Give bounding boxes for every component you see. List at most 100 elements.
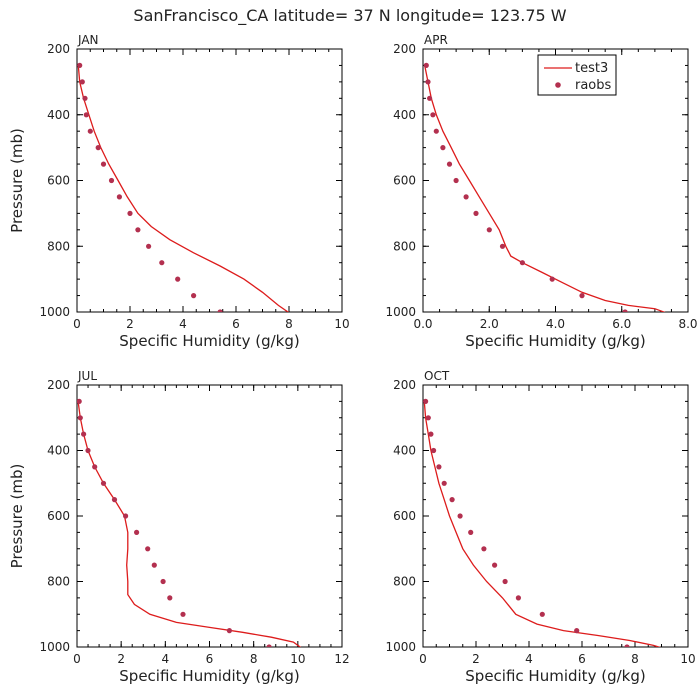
x-tick-label: 4 xyxy=(162,652,170,666)
data-point-raobs xyxy=(100,480,107,486)
data-point-raobs xyxy=(151,562,157,568)
y-tick-label: 400 xyxy=(47,444,70,458)
data-point-raobs xyxy=(574,628,580,634)
data-point-raobs xyxy=(160,578,166,585)
data-point-raobs xyxy=(266,644,272,647)
data-point-raobs xyxy=(441,480,447,486)
x-tick-label: 8.0 xyxy=(678,317,697,331)
y-tick-label: 600 xyxy=(47,509,70,523)
x-tick-label: 0 xyxy=(73,652,81,666)
panel-apr: APR 0.0 2.0 4.0 6.0 8.0 200 400 600 800 1000 Specif… xyxy=(385,33,697,350)
data-point-raobs xyxy=(423,62,429,68)
data-point-raobs xyxy=(95,145,101,151)
data-point-raobs xyxy=(226,628,232,634)
data-point-raobs xyxy=(83,112,89,118)
x-tick-label: 6 xyxy=(578,652,586,666)
data-point-raobs xyxy=(436,464,442,470)
x-tick-label: 0 xyxy=(73,317,81,331)
x-tick-label: 0.0 xyxy=(413,317,432,331)
y-tick-label: 600 xyxy=(393,174,416,188)
y-axis-title: Pressure (mb) xyxy=(8,128,26,233)
data-layer xyxy=(423,398,661,647)
data-point-raobs xyxy=(515,595,522,601)
y-tick-label: 400 xyxy=(393,444,416,458)
data-point-raobs xyxy=(81,431,87,437)
legend-box xyxy=(537,54,617,96)
y-tick-label: 400 xyxy=(47,108,70,122)
data-point-raobs xyxy=(135,227,141,233)
x-tick-label: 2.0 xyxy=(480,317,499,331)
data-layer xyxy=(77,62,290,312)
data-point-raobs xyxy=(549,276,555,282)
panel-label: JUL xyxy=(77,369,97,383)
y-tick-label: 600 xyxy=(47,174,70,188)
data-point-raobs xyxy=(85,447,91,454)
data-point-raobs xyxy=(468,529,474,536)
data-point-raobs xyxy=(123,513,129,519)
y-tick-label: 200 xyxy=(47,378,70,392)
data-point-raobs xyxy=(428,431,434,437)
data-point-raobs xyxy=(145,546,151,552)
data-point-raobs xyxy=(87,128,93,134)
y-tick-label: 800 xyxy=(393,575,416,589)
data-point-raobs xyxy=(622,309,628,312)
data-point-raobs xyxy=(77,398,82,404)
y-tick-label: 1000 xyxy=(385,640,416,654)
data-point-raobs xyxy=(486,227,492,233)
data-point-raobs xyxy=(499,243,506,249)
x-axis-title: Specific Humidity (g/kg) xyxy=(465,332,645,350)
x-tick-label: 4.0 xyxy=(546,317,565,331)
plot-frame xyxy=(422,384,689,648)
y-axis-title: Pressure (mb) xyxy=(8,464,26,569)
x-tick-label: 4 xyxy=(179,317,187,331)
x-tick-label: 6.0 xyxy=(612,317,631,331)
data-point-raobs xyxy=(82,95,88,101)
panel-jan: JAN 0 2 4 6 8 10 200 400 600 800 1000 Specific Humid… xyxy=(8,33,350,350)
data-point-raobs xyxy=(77,415,83,421)
x-tick-label: 8 xyxy=(250,652,258,666)
y-tick-label: 200 xyxy=(393,42,416,56)
data-point-raobs xyxy=(180,611,186,617)
panel-jul: JUL 0 2 4 6 8 10 12 200 400 600 800 1000 Specific Hum… xyxy=(8,369,350,685)
panel-oct: OCT 0 2 4 6 8 10 200 400 600 800 1000 Specific Humid… xyxy=(385,369,695,685)
data-point-raobs xyxy=(167,595,173,601)
y-tick-label: 800 xyxy=(47,239,70,253)
series-line-test3 xyxy=(424,65,666,312)
data-point-raobs xyxy=(446,161,453,167)
x-tick-label: 2 xyxy=(472,652,480,666)
y-tick-label: 1000 xyxy=(39,640,70,654)
data-point-raobs xyxy=(217,309,223,312)
x-axis-title: Specific Humidity (g/kg) xyxy=(119,332,299,350)
x-tick-label: 10 xyxy=(680,652,695,666)
data-point-raobs xyxy=(457,513,463,519)
series-line-test3 xyxy=(423,401,661,647)
series-line-test3 xyxy=(77,65,290,312)
data-point-raobs xyxy=(502,578,508,585)
data-point-raobs xyxy=(127,210,133,216)
panel-label: OCT xyxy=(424,369,450,383)
y-tick-label: 1000 xyxy=(385,305,416,319)
data-point-raobs xyxy=(492,562,498,568)
data-layer xyxy=(77,398,302,647)
data-point-raobs xyxy=(146,243,152,249)
data-point-raobs xyxy=(440,145,446,151)
series-line-test3 xyxy=(77,401,302,647)
x-tick-label: 2 xyxy=(117,652,125,666)
y-tick-label: 800 xyxy=(47,575,70,589)
legend-label: test3 xyxy=(575,61,608,76)
data-point-raobs xyxy=(624,644,630,647)
y-tick-label: 400 xyxy=(393,108,416,122)
figure-title: SanFrancisco_CA latitude= 37 N longitude… xyxy=(133,6,566,26)
data-point-raobs xyxy=(159,260,165,266)
y-tick-label: 200 xyxy=(393,378,416,392)
data-point-raobs xyxy=(425,415,431,421)
data-point-raobs xyxy=(116,194,122,200)
x-tick-label: 12 xyxy=(334,652,349,666)
x-tick-label: 10 xyxy=(334,317,349,331)
data-point-raobs xyxy=(430,112,436,118)
data-point-raobs xyxy=(481,546,487,552)
data-point-raobs xyxy=(425,79,431,85)
y-tick-label: 600 xyxy=(393,509,416,523)
x-tick-label: 6 xyxy=(232,317,240,331)
data-point-raobs xyxy=(449,497,455,503)
